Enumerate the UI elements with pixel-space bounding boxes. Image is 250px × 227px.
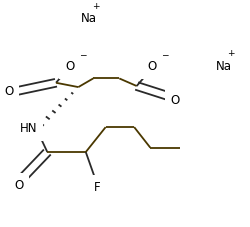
Text: O: O (170, 94, 179, 106)
Text: O: O (14, 179, 23, 192)
Text: +: + (226, 49, 234, 58)
Text: −: − (79, 50, 86, 59)
Text: Na: Na (215, 60, 231, 73)
Text: O: O (146, 60, 156, 73)
Text: −: − (160, 50, 168, 59)
Text: O: O (65, 60, 74, 73)
Text: F: F (93, 181, 100, 194)
Text: O: O (4, 85, 14, 98)
Text: +: + (92, 2, 99, 11)
Text: HN: HN (20, 122, 37, 135)
Text: Na: Na (80, 12, 96, 25)
